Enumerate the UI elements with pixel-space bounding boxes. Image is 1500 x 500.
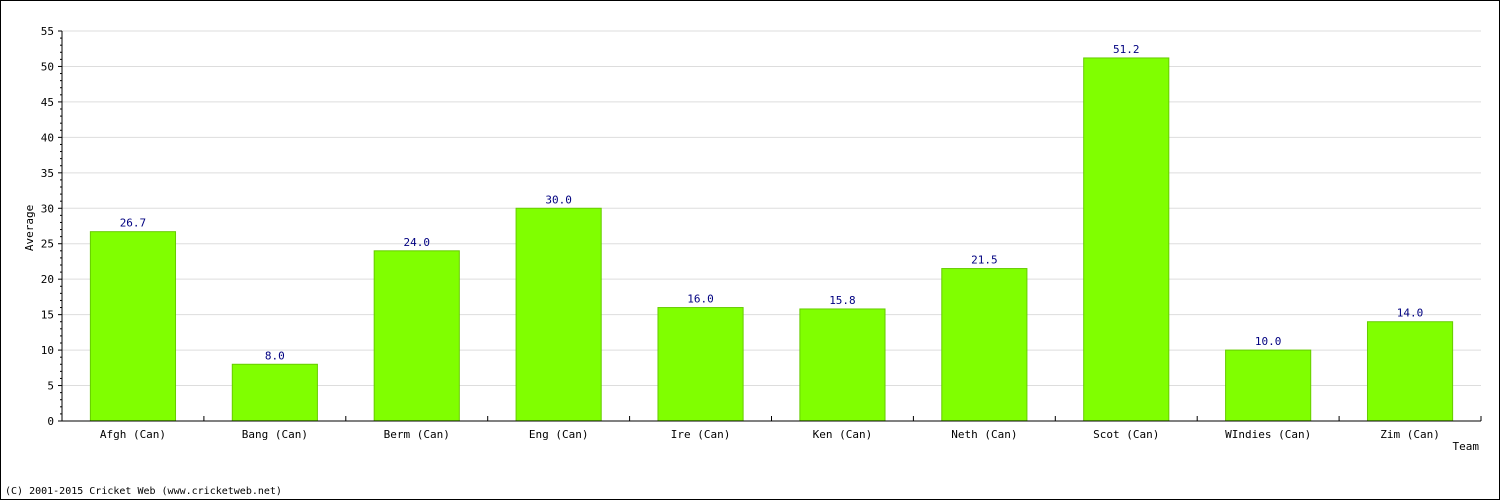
bar-value-label: 10.0 xyxy=(1255,335,1282,348)
bar xyxy=(1225,349,1312,422)
bar xyxy=(231,363,318,422)
x-tick-label: WIndies (Can) xyxy=(1225,428,1311,441)
x-tick-label: Ire (Can) xyxy=(671,428,731,441)
y-tick-label: 30 xyxy=(41,202,54,215)
bars: 26.7 8.0 24.0 30.0 16.0 15.8 21.5 51.2 10.0 14.0 xyxy=(89,43,1454,422)
bar xyxy=(657,307,744,422)
y-tick-label: 55 xyxy=(41,25,54,38)
x-axis-label: Team xyxy=(1453,440,1480,453)
x-tick-label: Afgh (Can) xyxy=(100,428,166,441)
bar xyxy=(373,250,460,422)
y-tick-label: 10 xyxy=(41,344,54,357)
x-tick-label: Eng (Can) xyxy=(529,428,589,441)
copyright-text: (C) 2001-2015 Cricket Web (www.cricketwe… xyxy=(5,486,282,497)
bar-value-label: 8.0 xyxy=(265,349,285,362)
bar-value-label: 15.8 xyxy=(829,294,856,307)
bar-value-label: 26.7 xyxy=(120,217,147,230)
x-tick-label: Scot (Can) xyxy=(1093,428,1159,441)
x-tick-label: Ken (Can) xyxy=(813,428,873,441)
bar xyxy=(1366,321,1454,422)
bar xyxy=(515,207,602,422)
y-axis-label: Average xyxy=(23,205,36,251)
bar-value-label: 21.5 xyxy=(971,254,998,267)
y-tick-label: 25 xyxy=(41,238,54,251)
bar xyxy=(1083,57,1170,422)
y-tick-label: 35 xyxy=(41,167,54,180)
y-tick-label: 15 xyxy=(41,309,54,322)
x-tick-label: Zim (Can) xyxy=(1380,428,1440,441)
bar xyxy=(799,308,886,422)
bar-value-label: 30.0 xyxy=(545,193,572,206)
y-tick-label: 20 xyxy=(41,273,54,286)
y-tick-label: 50 xyxy=(41,60,54,73)
y-tick-label: 0 xyxy=(47,415,54,428)
bar-value-label: 16.0 xyxy=(687,293,714,306)
y-tick-label: 45 xyxy=(41,96,54,109)
bar xyxy=(941,268,1028,422)
x-tick-label: Berm (Can) xyxy=(384,428,450,441)
bar-value-label: 51.2 xyxy=(1113,43,1140,56)
bar xyxy=(89,231,177,422)
x-tick-label: Bang (Can) xyxy=(242,428,308,441)
grid-lines xyxy=(62,30,1481,387)
bar-value-label: 14.0 xyxy=(1397,307,1424,320)
y-tick-label: 40 xyxy=(41,131,54,144)
axes: 0 5 10 15 20 25 30 35 40 45 50 55 Afgh (Can) Bang (Ca… xyxy=(41,25,1482,441)
bar-value-label: 24.0 xyxy=(404,236,431,249)
x-tick-label: Neth (Can) xyxy=(951,428,1017,441)
y-tick-label: 5 xyxy=(47,380,54,393)
